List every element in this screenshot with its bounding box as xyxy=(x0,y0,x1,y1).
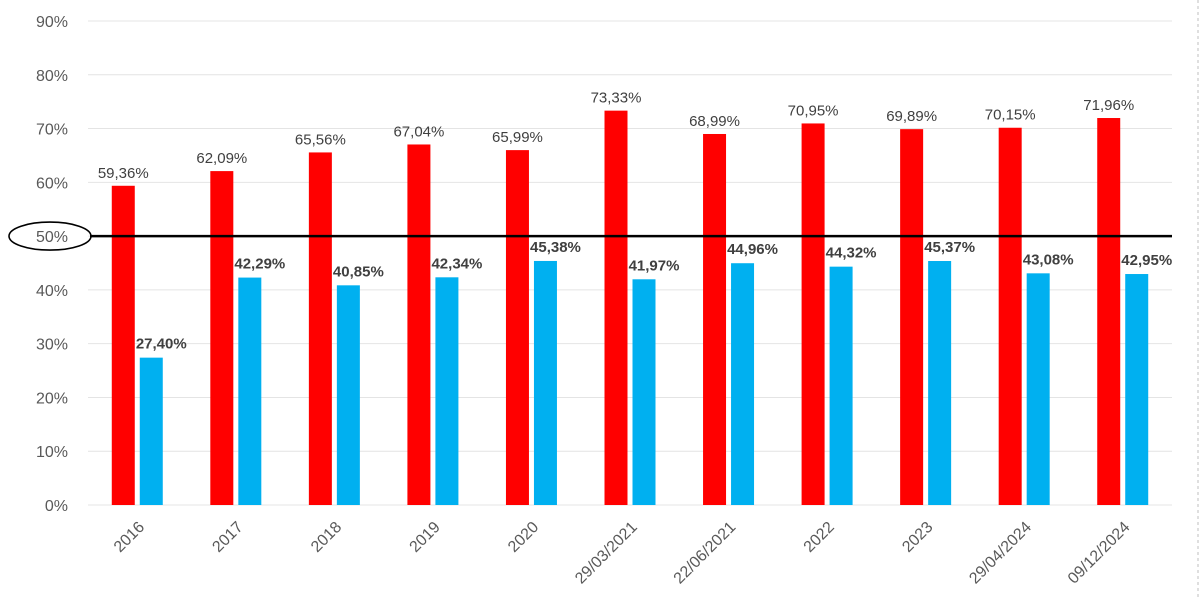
bar-series-2 xyxy=(731,263,755,505)
bar-series-2 xyxy=(1026,273,1050,505)
bar-series-1 xyxy=(604,110,628,505)
y-tick-label: 10% xyxy=(36,444,68,461)
y-tick-label: 20% xyxy=(36,390,68,407)
x-tick-label: 2019 xyxy=(407,519,444,556)
data-label-series-1: 70,95% xyxy=(788,102,839,119)
data-label-series-1: 71,96% xyxy=(1083,97,1134,114)
bar-series-2 xyxy=(1125,274,1149,505)
data-label-series-2: 40,85% xyxy=(333,263,384,280)
y-axis-ticks: 0% 10% 20% 30% 40% 50% 60% 70% 80% 90% xyxy=(36,14,68,515)
bar-series-2 xyxy=(632,279,656,505)
bar-series-1 xyxy=(111,185,135,505)
data-label-series-2: 44,32% xyxy=(826,245,877,262)
bar-series-2 xyxy=(238,277,262,505)
x-tick-label: 2020 xyxy=(505,519,542,556)
data-label-series-2: 43,08% xyxy=(1023,251,1074,268)
reference-line-group xyxy=(8,221,1172,251)
data-label-series-2: 44,96% xyxy=(727,241,778,258)
bar-series-2 xyxy=(336,285,360,505)
bar-series-1 xyxy=(801,123,825,506)
data-label-series-2: 45,37% xyxy=(924,239,975,256)
data-label-series-2: 42,29% xyxy=(234,256,285,273)
reference-tick-highlight xyxy=(8,221,92,251)
y-tick-label: 40% xyxy=(36,283,68,300)
data-label-series-1: 65,99% xyxy=(492,129,543,146)
bar-series-2 xyxy=(829,266,853,505)
bar-series-1 xyxy=(210,171,234,505)
y-tick-label: 0% xyxy=(45,498,68,515)
data-label-series-2: 41,97% xyxy=(629,257,680,274)
x-tick-label: 29/04/2024 xyxy=(966,519,1035,588)
x-axis-ticks: 2016 2017 2018 2019 2020 29/03/2021 22/06/2021… xyxy=(111,519,1134,588)
bar-series-1 xyxy=(900,129,924,506)
bar-series-1 xyxy=(308,152,332,505)
bar-series-1 xyxy=(703,133,727,505)
bar-series-2 xyxy=(435,277,459,505)
data-label-series-1: 62,09% xyxy=(196,150,247,167)
x-tick-label: 2018 xyxy=(308,519,345,556)
x-tick-label: 2017 xyxy=(209,519,246,556)
x-tick-label: 2023 xyxy=(899,519,936,556)
bar-series-2 xyxy=(533,260,557,505)
y-tick-label: 60% xyxy=(36,175,68,192)
data-label-series-2: 27,40% xyxy=(136,336,187,353)
y-tick-label: 30% xyxy=(36,337,68,354)
x-tick-label: 09/12/2024 xyxy=(1065,519,1134,588)
data-label-series-1: 73,33% xyxy=(591,90,642,107)
x-tick-label: 29/03/2021 xyxy=(572,519,641,588)
y-tick-label: 50% xyxy=(36,229,68,246)
bar-series-2 xyxy=(928,261,952,505)
data-label-series-1: 59,36% xyxy=(98,165,149,182)
data-label-series-2: 42,34% xyxy=(431,255,482,272)
y-tick-label: 80% xyxy=(36,68,68,85)
bar-series-1 xyxy=(1097,118,1121,506)
bar-series-1 xyxy=(407,144,431,506)
data-label-series-1: 70,15% xyxy=(985,107,1036,124)
bar-series-1 xyxy=(998,127,1022,505)
x-tick-label: 2022 xyxy=(801,519,838,556)
bars xyxy=(111,110,1149,506)
data-label-series-2: 45,38% xyxy=(530,239,581,256)
data-label-series-1: 65,56% xyxy=(295,131,346,148)
y-tick-label: 90% xyxy=(36,14,68,31)
bar-series-1 xyxy=(505,150,529,506)
data-label-series-2: 42,95% xyxy=(1121,252,1172,269)
bar-series-2 xyxy=(139,357,163,505)
data-label-series-1: 68,99% xyxy=(689,113,740,130)
data-labels: 59,36% 27,40% 62,09% 42,29% 65,56% 40,85% 67,0… xyxy=(98,90,1172,353)
y-tick-label: 70% xyxy=(36,122,68,139)
data-label-series-1: 67,04% xyxy=(393,123,444,140)
data-label-series-1: 69,89% xyxy=(886,108,937,125)
x-tick-label: 2016 xyxy=(111,519,148,556)
x-tick-label: 22/06/2021 xyxy=(671,519,740,588)
